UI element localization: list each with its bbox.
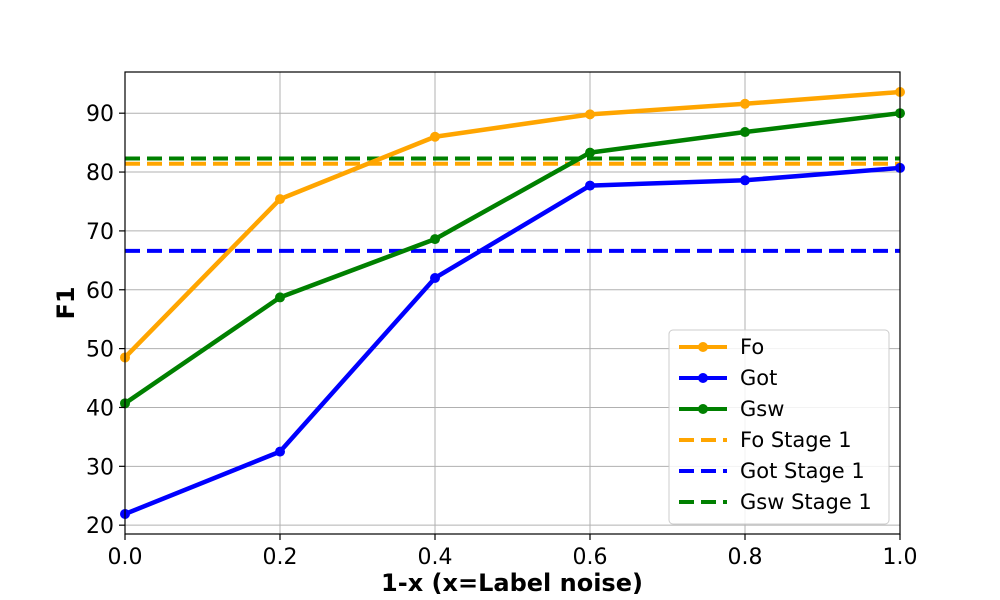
data-point	[275, 292, 285, 303]
legend-label: Fo	[740, 335, 764, 359]
legend-marker	[698, 404, 708, 414]
legend-label: Gsw	[740, 397, 784, 421]
series-line	[124, 165, 901, 517]
plot-frame	[124, 71, 901, 535]
legend-label: Got	[740, 366, 777, 390]
legend-label: Gsw Stage 1	[740, 490, 872, 514]
series-line	[123, 89, 901, 360]
y-tick-label: 30	[86, 455, 114, 480]
legend-entry: Gsw Stage 1	[679, 490, 872, 514]
legend-marker	[698, 373, 708, 383]
legend: Fo Got Gsw Fo Stage 1 Got Stage 1 Gsw Stage 1	[668, 329, 890, 525]
y-axis-ticks: 20 30 40 50 60 70 80 90	[86, 102, 125, 539]
data-point	[740, 127, 750, 138]
x-axis-label: 1-x (x=Label noise)	[381, 569, 643, 597]
legend-label: Got Stage 1	[740, 459, 865, 483]
legend-entry: Got Stage 1	[679, 459, 865, 483]
y-tick-label: 20	[86, 514, 114, 539]
reference-lines	[125, 156, 900, 253]
legend-entry: Fo	[679, 335, 764, 359]
x-tick-label: 0.8	[728, 545, 763, 570]
data-point	[585, 180, 595, 191]
x-tick-label: 0.2	[263, 545, 298, 570]
series-3	[120, 108, 905, 409]
y-tick-label: 80	[86, 161, 114, 186]
data-point	[430, 272, 440, 283]
legend-marker	[698, 342, 708, 352]
x-tick-label: 0.0	[108, 545, 143, 570]
x-tick-label: 1.0	[883, 545, 918, 570]
legend-entry: Gsw	[679, 397, 784, 421]
y-axis-label: F1	[52, 286, 80, 319]
data-point	[275, 194, 285, 205]
data-point	[430, 234, 440, 245]
y-tick-label: 70	[86, 220, 114, 245]
data-point	[740, 175, 750, 186]
series-line	[123, 110, 901, 406]
legend-label: Fo Stage 1	[740, 428, 852, 452]
data-point	[740, 98, 750, 109]
x-tick-label: 0.4	[418, 545, 453, 570]
data-point	[585, 109, 595, 120]
legend-entry: Fo Stage 1	[679, 428, 852, 452]
series-2	[120, 162, 905, 519]
x-tick-label: 0.6	[573, 545, 608, 570]
series-lines	[120, 87, 905, 519]
legend-entry: Got	[679, 366, 777, 390]
y-tick-label: 90	[86, 102, 114, 127]
data-point	[585, 147, 595, 158]
y-tick-label: 40	[86, 396, 114, 421]
data-point	[430, 131, 440, 142]
y-tick-label: 50	[86, 338, 114, 363]
x-axis-ticks: 0.0 0.2 0.4 0.6 0.8 1.0	[108, 534, 918, 570]
y-tick-label: 60	[86, 279, 114, 304]
data-point	[275, 446, 285, 457]
